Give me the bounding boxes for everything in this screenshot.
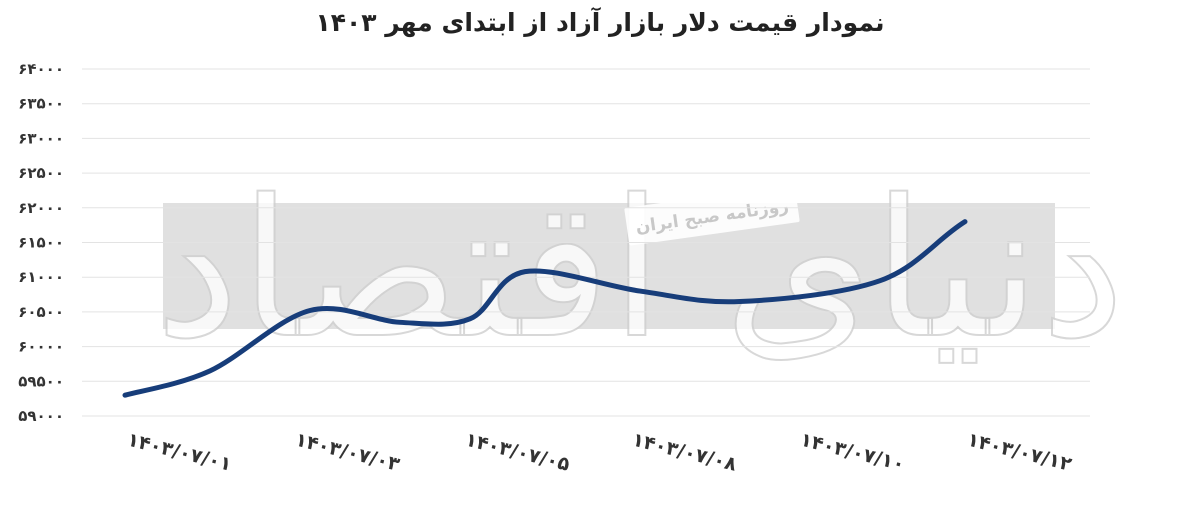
- y-tick-label: ۶۲۵۰۰: [18, 164, 64, 182]
- y-tick-label: ۶۱۰۰۰: [18, 268, 64, 286]
- series-lines: [122, 219, 968, 398]
- x-tick-label: ۱۴۰۳/۰۷/۰۵: [463, 429, 572, 476]
- x-axis-ticks: ۱۴۰۳/۰۷/۰۱ ۱۴۰۳/۰۷/۰۳ ۱۴۰۳/۰۷/۰۵ ۱۴۰۳/۰۷/۰۸…: [125, 429, 1074, 476]
- x-tick-label: ۱۴۰۳/۰۷/۰۱: [125, 429, 234, 476]
- y-tick-label: ۶۰۵۰۰: [18, 303, 64, 321]
- x-tick-label: ۱۴۰۳/۰۷/۰۸: [630, 429, 739, 476]
- grid-lines: [82, 68, 1090, 417]
- chart-title: نمودار قیمت دلار بازار آزاد از ابتدای مه…: [315, 8, 885, 37]
- y-tick-label: ۶۴۰۰۰: [18, 60, 64, 78]
- y-tick-label: ۶۳۵۰۰: [18, 95, 64, 113]
- watermark: دنیای اقتصاد روزنامه صبح ایران: [154, 158, 1126, 381]
- y-tick-label: ۶۰۰۰۰: [18, 338, 64, 356]
- x-tick-label: ۱۴۰۳/۰۷/۱۰: [798, 429, 907, 476]
- x-tick-label: ۱۴۰۳/۰۷/۰۳: [293, 429, 402, 476]
- y-axis-ticks: ۶۴۰۰۰ ۶۳۵۰۰ ۶۳۰۰۰ ۶۲۵۰۰ ۶۲۰۰۰ ۶۱۵۰۰ ۶۱۰۰۰ ۶۰۵۰۰…: [18, 60, 64, 425]
- y-tick-label: ۶۳۰۰۰: [18, 129, 64, 147]
- watermark-stamp-box: [624, 184, 800, 246]
- y-tick-label: ۶۲۰۰۰: [18, 199, 64, 217]
- y-tick-label: ۵۹۵۰۰: [18, 372, 64, 390]
- y-tick-label: ۵۹۰۰۰: [18, 407, 64, 425]
- x-tick-label: ۱۴۰۳/۰۷/۱۲: [965, 429, 1074, 476]
- y-tick-label: ۶۱۵۰۰: [18, 234, 64, 252]
- watermark-main-text: دنیای اقتصاد: [155, 159, 1125, 380]
- series-line: [122, 219, 968, 398]
